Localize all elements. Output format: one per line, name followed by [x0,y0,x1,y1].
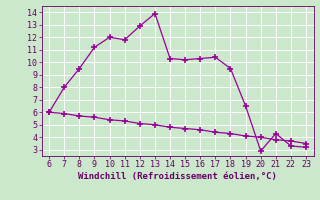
X-axis label: Windchill (Refroidissement éolien,°C): Windchill (Refroidissement éolien,°C) [78,172,277,181]
